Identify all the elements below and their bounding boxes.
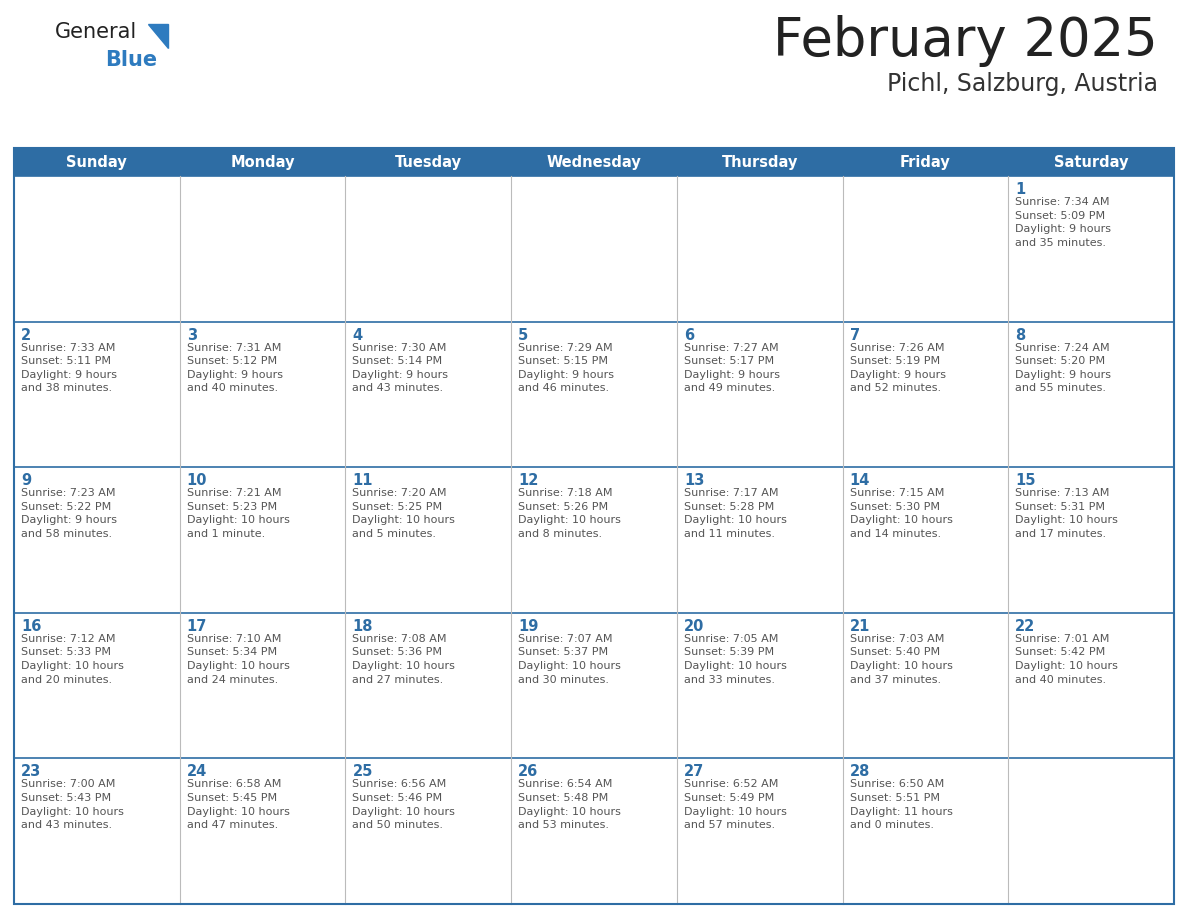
Text: 14: 14	[849, 473, 870, 488]
Text: 11: 11	[353, 473, 373, 488]
Text: Sunrise: 6:50 AM
Sunset: 5:51 PM
Daylight: 11 hours
and 0 minutes.: Sunrise: 6:50 AM Sunset: 5:51 PM Dayligh…	[849, 779, 953, 830]
Text: Sunrise: 7:10 AM
Sunset: 5:34 PM
Daylight: 10 hours
and 24 minutes.: Sunrise: 7:10 AM Sunset: 5:34 PM Dayligh…	[187, 633, 290, 685]
Text: Sunrise: 7:01 AM
Sunset: 5:42 PM
Daylight: 10 hours
and 40 minutes.: Sunrise: 7:01 AM Sunset: 5:42 PM Dayligh…	[1016, 633, 1118, 685]
Text: 13: 13	[684, 473, 704, 488]
Text: 27: 27	[684, 765, 704, 779]
Text: Sunrise: 7:00 AM
Sunset: 5:43 PM
Daylight: 10 hours
and 43 minutes.: Sunrise: 7:00 AM Sunset: 5:43 PM Dayligh…	[21, 779, 124, 830]
Text: Monday: Monday	[230, 154, 295, 170]
Text: 25: 25	[353, 765, 373, 779]
Text: Sunrise: 7:07 AM
Sunset: 5:37 PM
Daylight: 10 hours
and 30 minutes.: Sunrise: 7:07 AM Sunset: 5:37 PM Dayligh…	[518, 633, 621, 685]
Text: 4: 4	[353, 328, 362, 342]
Text: General: General	[55, 22, 138, 42]
Text: Sunrise: 7:23 AM
Sunset: 5:22 PM
Daylight: 9 hours
and 58 minutes.: Sunrise: 7:23 AM Sunset: 5:22 PM Dayligh…	[21, 488, 116, 539]
Text: Sunrise: 7:26 AM
Sunset: 5:19 PM
Daylight: 9 hours
and 52 minutes.: Sunrise: 7:26 AM Sunset: 5:19 PM Dayligh…	[849, 342, 946, 394]
Text: Sunrise: 7:33 AM
Sunset: 5:11 PM
Daylight: 9 hours
and 38 minutes.: Sunrise: 7:33 AM Sunset: 5:11 PM Dayligh…	[21, 342, 116, 394]
Text: 10: 10	[187, 473, 207, 488]
Bar	[14, 148, 1174, 176]
Text: 7: 7	[849, 328, 860, 342]
Text: Tuesday: Tuesday	[394, 154, 462, 170]
Text: 28: 28	[849, 765, 870, 779]
Text: Sunrise: 7:24 AM
Sunset: 5:20 PM
Daylight: 9 hours
and 55 minutes.: Sunrise: 7:24 AM Sunset: 5:20 PM Dayligh…	[1016, 342, 1111, 394]
Text: 17: 17	[187, 619, 207, 633]
Text: Sunrise: 7:27 AM
Sunset: 5:17 PM
Daylight: 9 hours
and 49 minutes.: Sunrise: 7:27 AM Sunset: 5:17 PM Dayligh…	[684, 342, 779, 394]
Text: 15: 15	[1016, 473, 1036, 488]
Text: Sunrise: 7:08 AM
Sunset: 5:36 PM
Daylight: 10 hours
and 27 minutes.: Sunrise: 7:08 AM Sunset: 5:36 PM Dayligh…	[353, 633, 455, 685]
Text: Friday: Friday	[901, 154, 950, 170]
Text: 24: 24	[187, 765, 207, 779]
Text: Sunday: Sunday	[67, 154, 127, 170]
Text: Sunrise: 7:30 AM
Sunset: 5:14 PM
Daylight: 9 hours
and 43 minutes.: Sunrise: 7:30 AM Sunset: 5:14 PM Dayligh…	[353, 342, 448, 394]
Text: Sunrise: 7:12 AM
Sunset: 5:33 PM
Daylight: 10 hours
and 20 minutes.: Sunrise: 7:12 AM Sunset: 5:33 PM Dayligh…	[21, 633, 124, 685]
Text: February 2025: February 2025	[773, 15, 1158, 67]
Text: Sunrise: 7:03 AM
Sunset: 5:40 PM
Daylight: 10 hours
and 37 minutes.: Sunrise: 7:03 AM Sunset: 5:40 PM Dayligh…	[849, 633, 953, 685]
Text: 19: 19	[518, 619, 538, 633]
Polygon shape	[148, 24, 168, 48]
Text: 22: 22	[1016, 619, 1036, 633]
Bar	[14, 148, 1174, 904]
Text: 12: 12	[518, 473, 538, 488]
Text: Sunrise: 7:17 AM
Sunset: 5:28 PM
Daylight: 10 hours
and 11 minutes.: Sunrise: 7:17 AM Sunset: 5:28 PM Dayligh…	[684, 488, 786, 539]
Text: Saturday: Saturday	[1054, 154, 1129, 170]
Text: Wednesday: Wednesday	[546, 154, 642, 170]
Text: Thursday: Thursday	[721, 154, 798, 170]
Text: Sunrise: 7:13 AM
Sunset: 5:31 PM
Daylight: 10 hours
and 17 minutes.: Sunrise: 7:13 AM Sunset: 5:31 PM Dayligh…	[1016, 488, 1118, 539]
Text: Sunrise: 7:15 AM
Sunset: 5:30 PM
Daylight: 10 hours
and 14 minutes.: Sunrise: 7:15 AM Sunset: 5:30 PM Dayligh…	[849, 488, 953, 539]
Text: 20: 20	[684, 619, 704, 633]
Text: Sunrise: 7:31 AM
Sunset: 5:12 PM
Daylight: 9 hours
and 40 minutes.: Sunrise: 7:31 AM Sunset: 5:12 PM Dayligh…	[187, 342, 283, 394]
Text: 2: 2	[21, 328, 31, 342]
Text: 9: 9	[21, 473, 31, 488]
Text: Sunrise: 6:56 AM
Sunset: 5:46 PM
Daylight: 10 hours
and 50 minutes.: Sunrise: 6:56 AM Sunset: 5:46 PM Dayligh…	[353, 779, 455, 830]
Text: Sunrise: 7:18 AM
Sunset: 5:26 PM
Daylight: 10 hours
and 8 minutes.: Sunrise: 7:18 AM Sunset: 5:26 PM Dayligh…	[518, 488, 621, 539]
Text: Sunrise: 7:21 AM
Sunset: 5:23 PM
Daylight: 10 hours
and 1 minute.: Sunrise: 7:21 AM Sunset: 5:23 PM Dayligh…	[187, 488, 290, 539]
Text: Blue: Blue	[105, 50, 157, 70]
Text: Sunrise: 7:05 AM
Sunset: 5:39 PM
Daylight: 10 hours
and 33 minutes.: Sunrise: 7:05 AM Sunset: 5:39 PM Dayligh…	[684, 633, 786, 685]
Text: 1: 1	[1016, 182, 1025, 197]
Text: 16: 16	[21, 619, 42, 633]
Text: 3: 3	[187, 328, 197, 342]
Text: Sunrise: 6:54 AM
Sunset: 5:48 PM
Daylight: 10 hours
and 53 minutes.: Sunrise: 6:54 AM Sunset: 5:48 PM Dayligh…	[518, 779, 621, 830]
Text: Pichl, Salzburg, Austria: Pichl, Salzburg, Austria	[887, 72, 1158, 96]
Text: 5: 5	[518, 328, 529, 342]
Text: Sunrise: 7:29 AM
Sunset: 5:15 PM
Daylight: 9 hours
and 46 minutes.: Sunrise: 7:29 AM Sunset: 5:15 PM Dayligh…	[518, 342, 614, 394]
Text: Sunrise: 7:20 AM
Sunset: 5:25 PM
Daylight: 10 hours
and 5 minutes.: Sunrise: 7:20 AM Sunset: 5:25 PM Dayligh…	[353, 488, 455, 539]
Text: 6: 6	[684, 328, 694, 342]
Text: 26: 26	[518, 765, 538, 779]
Text: 8: 8	[1016, 328, 1025, 342]
Text: Sunrise: 6:58 AM
Sunset: 5:45 PM
Daylight: 10 hours
and 47 minutes.: Sunrise: 6:58 AM Sunset: 5:45 PM Dayligh…	[187, 779, 290, 830]
Text: 18: 18	[353, 619, 373, 633]
Text: Sunrise: 6:52 AM
Sunset: 5:49 PM
Daylight: 10 hours
and 57 minutes.: Sunrise: 6:52 AM Sunset: 5:49 PM Dayligh…	[684, 779, 786, 830]
Text: 23: 23	[21, 765, 42, 779]
Text: Sunrise: 7:34 AM
Sunset: 5:09 PM
Daylight: 9 hours
and 35 minutes.: Sunrise: 7:34 AM Sunset: 5:09 PM Dayligh…	[1016, 197, 1111, 248]
Text: 21: 21	[849, 619, 870, 633]
